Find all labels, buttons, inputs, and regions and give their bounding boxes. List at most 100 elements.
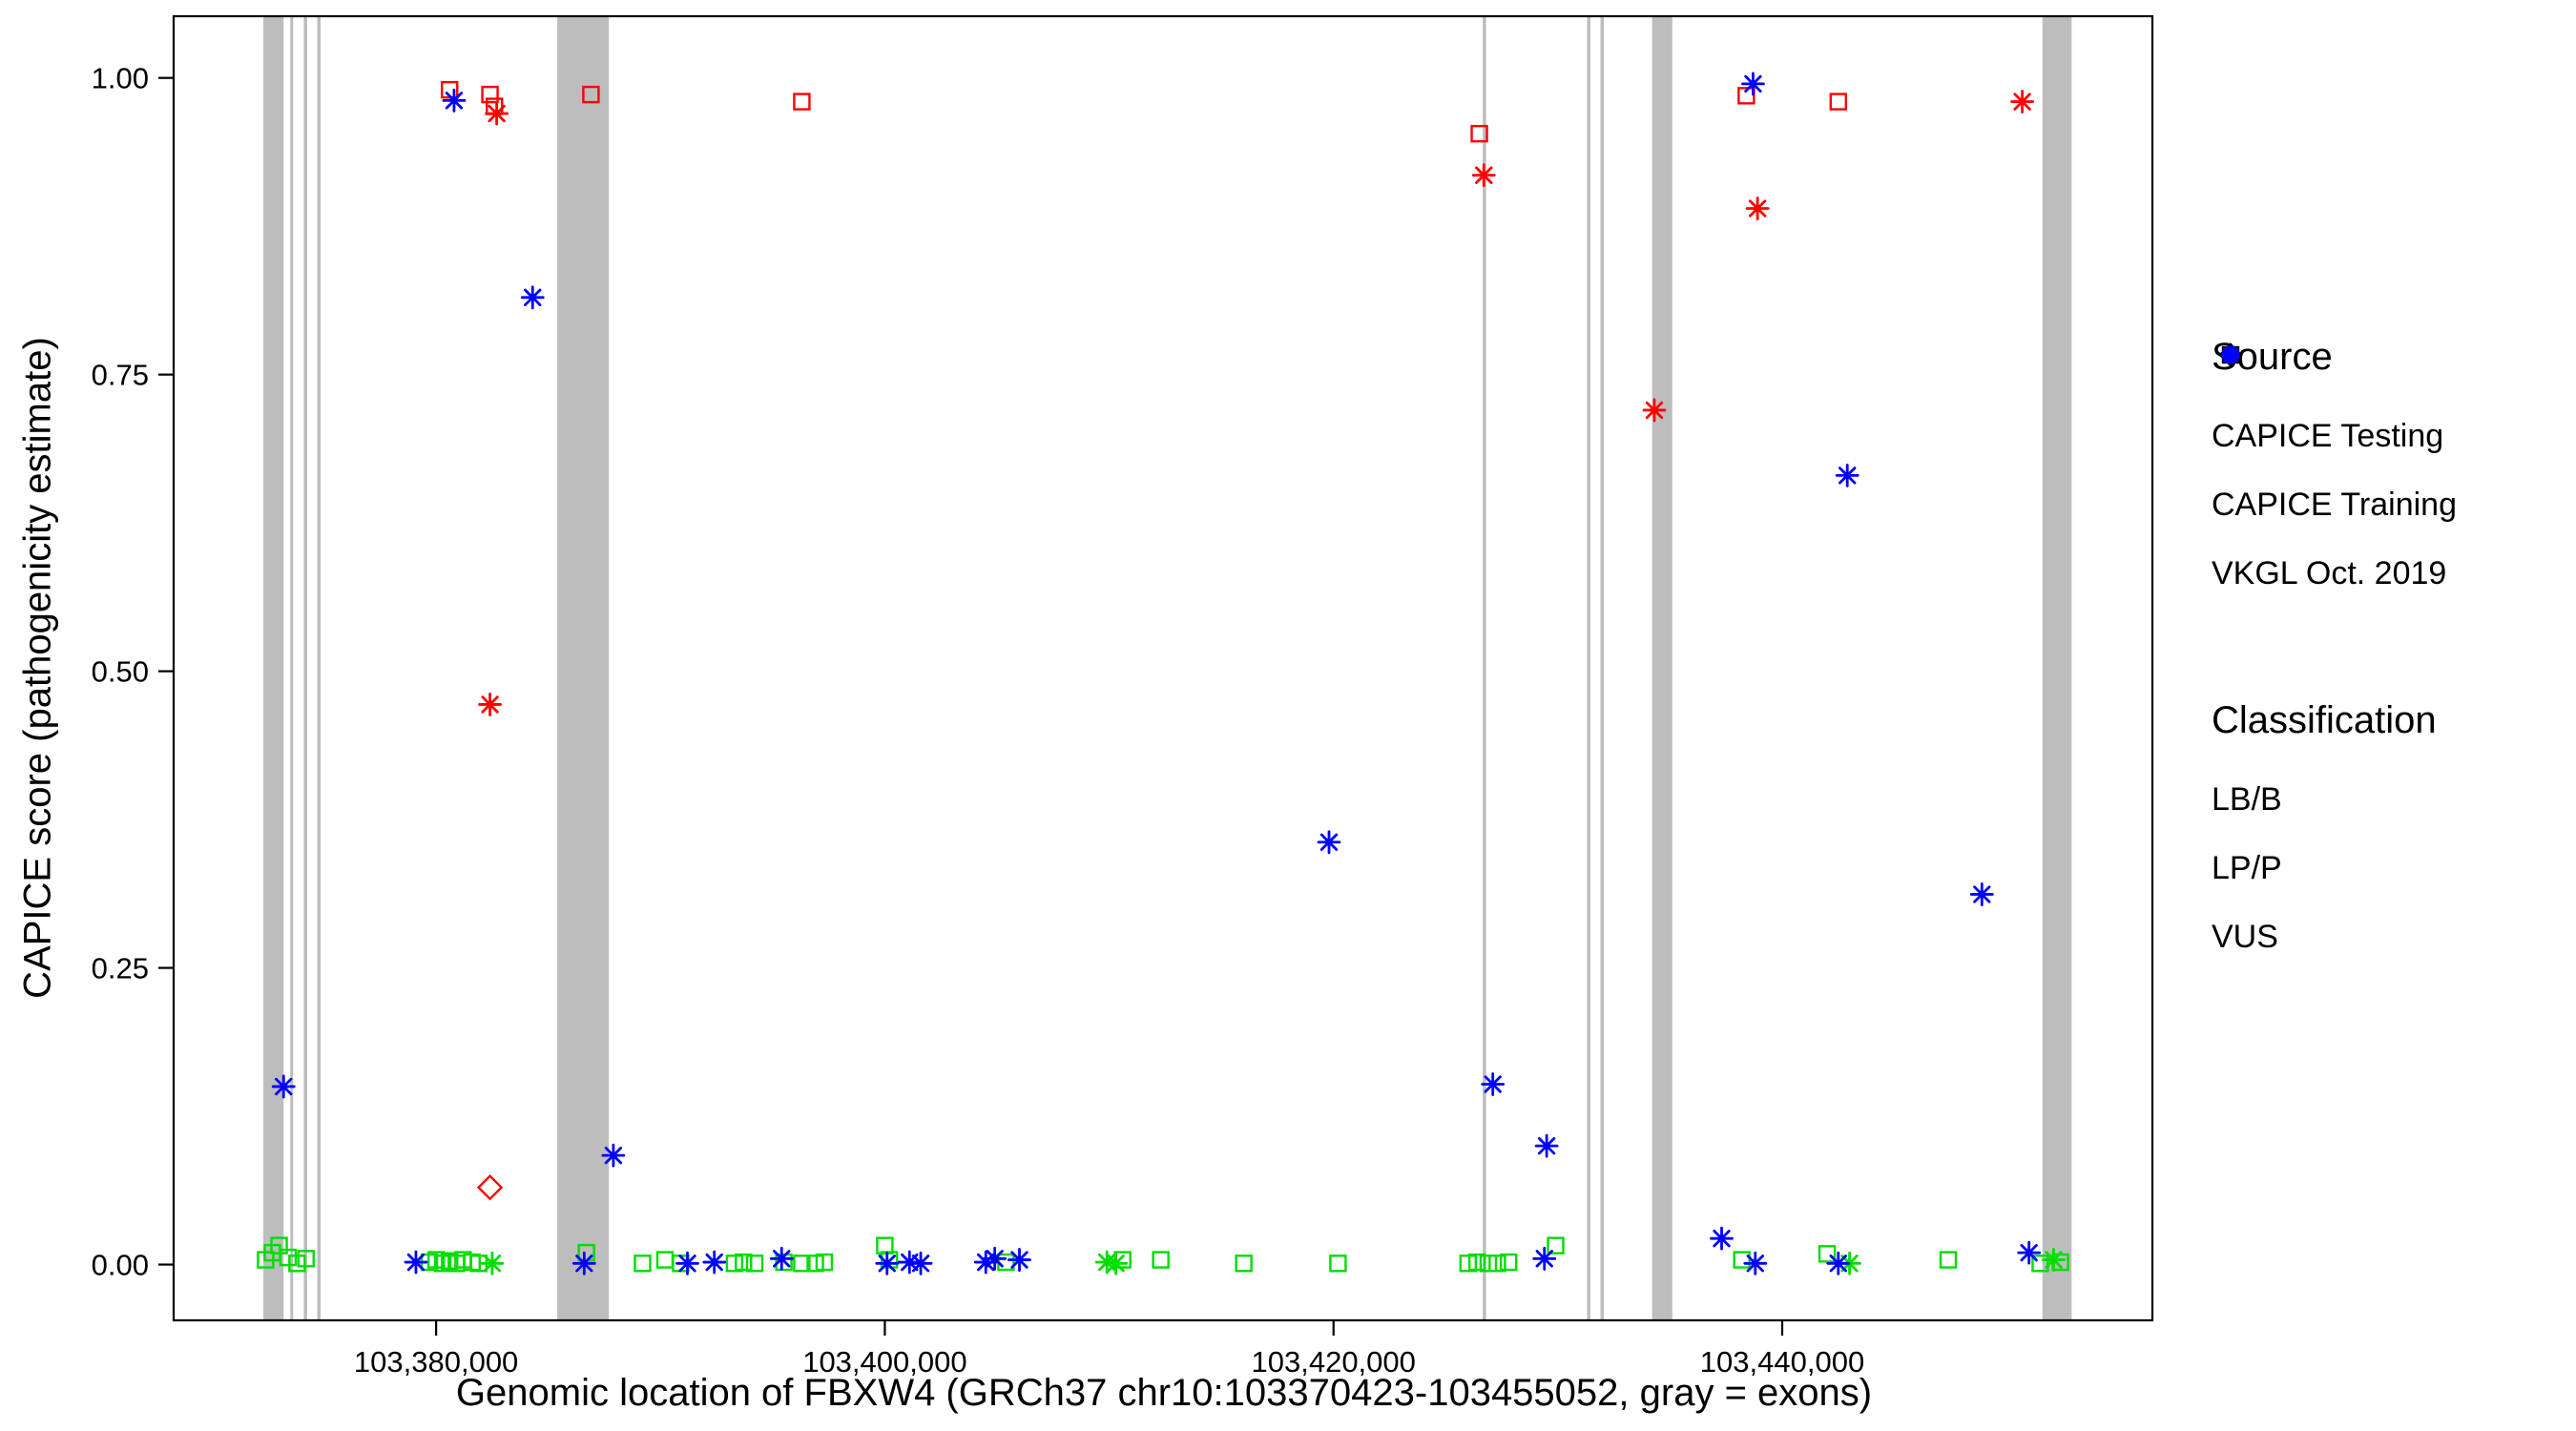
data-point-asterisk <box>520 285 545 310</box>
exon-band <box>1587 16 1590 1320</box>
data-point-square <box>481 85 499 104</box>
data-point-asterisk <box>478 693 502 716</box>
exon-band <box>303 16 307 1320</box>
data-point-square <box>876 1236 894 1255</box>
data-points <box>257 72 2069 1275</box>
data-point-square <box>1733 1251 1751 1269</box>
data-point-asterisk <box>2042 1248 2066 1272</box>
data-point-square <box>1468 1253 1486 1272</box>
y-tick-label: 0.25 <box>92 952 149 985</box>
data-point-square <box>1737 87 1755 105</box>
data-point-square <box>1152 1251 1170 1269</box>
data-point-asterisk <box>769 1246 794 1271</box>
data-point-asterisk <box>1741 72 1765 96</box>
data-point-asterisk <box>897 1250 922 1275</box>
data-point-square <box>1459 1255 1478 1273</box>
data-point-square <box>793 1255 811 1273</box>
legend-item-lpp: LP/P <box>2212 345 2457 902</box>
data-point-square <box>815 1253 834 1272</box>
legend-source-section: Source CAPICE Testing CAPICE Training VK… <box>2212 336 2457 608</box>
data-point-square <box>634 1255 652 1273</box>
data-point-asterisk <box>1835 463 1859 487</box>
blue-dot-icon <box>2221 345 2240 364</box>
data-point-asterisk <box>1969 882 1994 906</box>
legend: Source CAPICE Testing CAPICE Training VK… <box>2212 336 2457 971</box>
panel-border <box>172 14 2154 1322</box>
legend-label: LP/P <box>2212 849 2282 886</box>
data-point-asterisk <box>480 1251 505 1275</box>
legend-label: CAPICE Training <box>2212 486 2457 523</box>
exon-band <box>557 16 610 1320</box>
data-point-square <box>806 1255 824 1273</box>
exon-band <box>290 16 294 1320</box>
exon-band <box>317 16 322 1320</box>
y-tick-label: 0.75 <box>92 359 149 392</box>
data-point-asterisk <box>2017 1240 2042 1265</box>
data-point-square <box>745 1255 764 1273</box>
exon-band <box>1652 16 1672 1320</box>
data-point-asterisk <box>1008 1248 1031 1272</box>
data-point-asterisk <box>1481 1072 1506 1096</box>
data-point-asterisk <box>1104 1251 1129 1275</box>
exon-bands <box>263 16 2072 1320</box>
data-point-asterisk <box>973 1250 998 1275</box>
y-tick-label: 1.00 <box>92 62 149 95</box>
data-point-square <box>1499 1253 1518 1272</box>
data-point-diamond <box>476 1173 504 1201</box>
data-point-square <box>655 1251 675 1269</box>
legend-item-capice-testing: CAPICE Testing <box>2212 342 2457 470</box>
legend-label: VUS <box>2212 918 2278 955</box>
exon-band <box>1483 16 1486 1320</box>
data-point-asterisk <box>442 88 467 113</box>
y-tick-label: 0.50 <box>92 655 149 689</box>
data-point-asterisk <box>1826 1251 1851 1275</box>
data-point-asterisk <box>1743 1251 1768 1275</box>
data-point-square <box>735 1253 753 1272</box>
legend-item-lbb: LB/B <box>2212 345 2457 834</box>
y-axis-title: CAPICE score (pathogenicity estimate) <box>16 337 59 999</box>
data-point-square <box>279 1248 298 1267</box>
legend-label: VKGL Oct. 2019 <box>2212 554 2447 591</box>
data-point-asterisk <box>485 101 509 126</box>
legend-item-vkgl: VKGL Oct. 2019 <box>2212 342 2457 608</box>
data-point-square <box>1470 124 1488 143</box>
data-point-asterisk <box>875 1251 900 1275</box>
exon-band <box>2042 16 2072 1320</box>
data-point-asterisk <box>1745 197 1770 220</box>
exon-band <box>1600 16 1605 1320</box>
data-point-square <box>1479 1255 1498 1273</box>
data-point-asterisk <box>1317 830 1341 855</box>
x-tick-label: 103,400,000 <box>802 1345 966 1379</box>
data-point-asterisk <box>675 1251 699 1275</box>
data-point-asterisk <box>1710 1226 1734 1251</box>
data-point-asterisk <box>601 1143 626 1168</box>
x-tick-label: 103,380,000 <box>354 1345 518 1379</box>
data-point-square <box>1329 1255 1347 1273</box>
x-tick-label: 103,440,000 <box>1700 1345 1864 1379</box>
data-point-square <box>1235 1255 1253 1273</box>
data-point-asterisk <box>2010 90 2035 114</box>
data-point-asterisk <box>983 1246 1008 1271</box>
data-point-square <box>297 1250 315 1268</box>
legend-item-vus: VUS <box>2212 345 2457 971</box>
data-point-asterisk <box>1534 1133 1559 1158</box>
data-point-asterisk <box>1532 1246 1557 1271</box>
data-point-square <box>725 1255 744 1273</box>
legend-label: LB/B <box>2212 780 2282 818</box>
data-point-square <box>1547 1236 1565 1255</box>
data-point-square <box>793 93 811 111</box>
x-axis-title: Genomic location of FBXW4 (GRCh37 chr10:… <box>455 1372 1873 1414</box>
data-point-square <box>1829 93 1847 111</box>
data-point-square <box>288 1255 306 1273</box>
x-tick-label: 103,420,000 <box>1252 1345 1416 1379</box>
data-point-asterisk <box>1642 398 1667 423</box>
y-tick-label: 0.00 <box>92 1249 149 1282</box>
data-point-asterisk <box>1471 163 1496 188</box>
legend-label: CAPICE Testing <box>2212 417 2444 454</box>
data-point-square <box>2031 1255 2049 1273</box>
data-point-square <box>582 85 600 104</box>
legend-classification-title: Classification <box>2212 699 2437 741</box>
data-point-square <box>1488 1255 1506 1273</box>
